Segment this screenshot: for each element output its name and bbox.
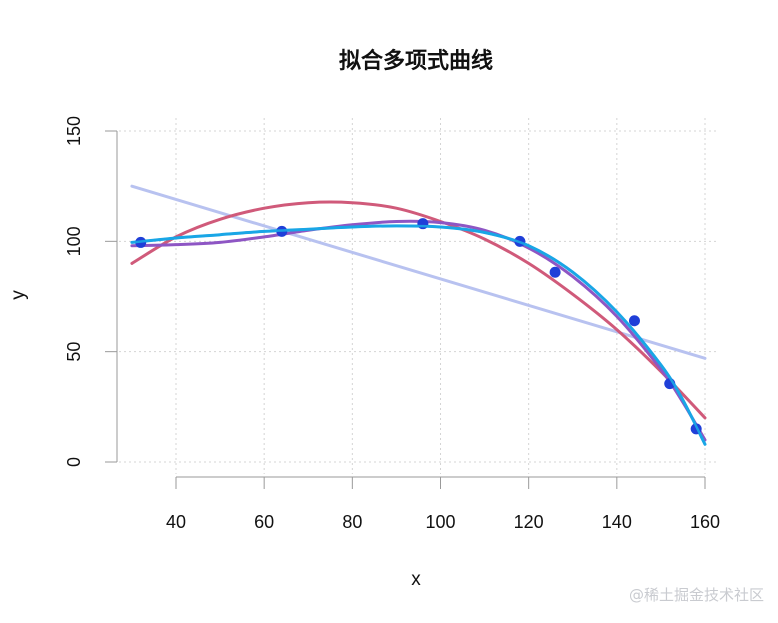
x-tick-label: 80 — [342, 512, 362, 532]
fit-curve-degree-3 — [130, 219, 707, 442]
fit-curve-degree-4 — [130, 224, 707, 446]
x-tick-label: 100 — [425, 512, 455, 532]
data-point — [549, 266, 561, 278]
x-tick-label: 60 — [254, 512, 274, 532]
data-point — [628, 315, 640, 327]
y-tick-label: 50 — [64, 342, 84, 362]
y-axis-label: y — [8, 290, 29, 300]
y-tick-label: 100 — [64, 226, 84, 256]
y-tick-label: 0 — [64, 457, 84, 467]
fit-curve-overlay — [130, 224, 707, 446]
grid — [119, 118, 717, 474]
chart-title: 拟合多项式曲线 — [339, 48, 493, 74]
axes: 40 60 80 100 120 140 160 0 50 100 150 — [64, 116, 720, 532]
fit-curve-degree-1 — [130, 184, 707, 360]
watermark: @稀土掘金技术社区 — [628, 586, 764, 604]
x-tick-label: 140 — [602, 512, 632, 532]
x-tick-label: 120 — [514, 512, 544, 532]
fit-curve-degree-2 — [130, 200, 707, 420]
x-tick-label: 160 — [690, 512, 720, 532]
y-tick-label: 150 — [64, 116, 84, 146]
x-axis-label: x — [411, 569, 421, 590]
x-tick-label: 40 — [166, 512, 186, 532]
data-points — [130, 218, 707, 446]
